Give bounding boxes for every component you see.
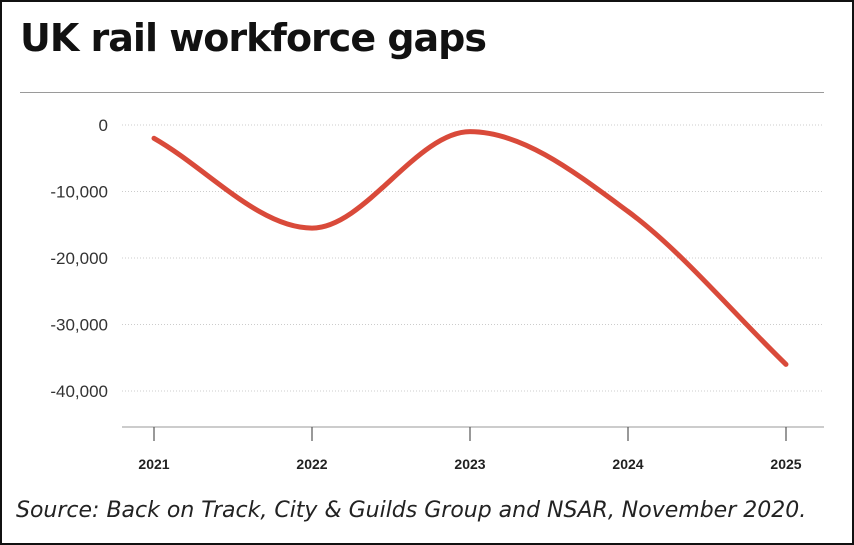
y-tick-label: -30,000 [50, 316, 108, 335]
y-tick-label: -20,000 [50, 249, 108, 268]
chart-title: UK rail workforce gaps [20, 16, 487, 60]
x-tick-label: 2021 [138, 456, 169, 472]
x-tick-label: 2025 [770, 456, 801, 472]
x-tick-label: 2023 [454, 456, 485, 472]
title-rule [20, 92, 824, 93]
x-tick-label: 2024 [612, 456, 643, 472]
y-tick-label: 0 [99, 116, 108, 135]
x-tick-label: 2022 [296, 456, 327, 472]
y-tick-label: -10,000 [50, 183, 108, 202]
y-tick-label: -40,000 [50, 382, 108, 401]
series-line [151, 129, 789, 367]
source-note: Source: Back on Track, City & Guilds Gro… [16, 498, 807, 523]
